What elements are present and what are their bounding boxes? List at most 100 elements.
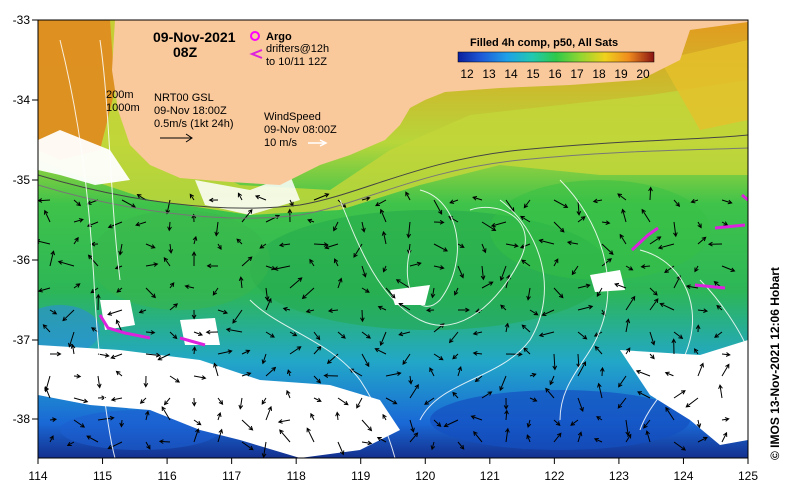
current-arrow	[241, 419, 254, 431]
current-arrow	[323, 373, 339, 379]
current-arrow	[406, 221, 412, 239]
current-arrow	[49, 351, 62, 357]
current-arrow	[356, 397, 363, 409]
current-arrow	[161, 406, 171, 421]
current-arrow	[286, 369, 292, 377]
current-arrow	[614, 282, 627, 289]
current-arrow	[43, 209, 51, 223]
current-arrow	[625, 318, 631, 333]
isobath-200: 200m	[106, 89, 134, 101]
current-arrow	[649, 331, 656, 346]
current-arrow	[191, 397, 197, 407]
current-arrow	[73, 199, 82, 207]
current-arrow	[457, 441, 465, 450]
current-arrow	[594, 345, 603, 355]
y-tick-label: -34	[13, 93, 31, 107]
current-arrow	[97, 415, 115, 421]
current-arrow	[673, 390, 686, 399]
current-arrow	[430, 441, 436, 451]
x-tick-label: 120	[415, 469, 435, 483]
current-arrow	[697, 221, 702, 229]
current-arrow	[500, 304, 507, 311]
current-arrow	[433, 265, 445, 270]
current-arrow	[433, 419, 442, 427]
current-arrow	[313, 242, 329, 247]
current-arrow	[191, 309, 197, 320]
current-arrow	[472, 330, 483, 336]
current-arrow	[49, 309, 58, 315]
current-arrow	[301, 287, 315, 300]
current-arrow	[73, 419, 86, 428]
current-arrow	[42, 324, 51, 333]
current-arrow	[665, 406, 675, 421]
current-arrow	[169, 331, 178, 340]
argo-label: Argo	[266, 31, 292, 43]
current-arrow	[625, 433, 632, 443]
current-arrow	[697, 362, 704, 377]
current-arrow	[68, 331, 75, 348]
current-arrow	[504, 322, 510, 333]
current-arrow	[66, 441, 75, 446]
current-arrow	[690, 198, 699, 204]
current-arrow	[241, 441, 254, 451]
current-arrow	[107, 309, 123, 316]
current-arrow	[526, 434, 531, 443]
credit-text: © IMOS 13-Nov-2021 12:06 Hobart	[768, 267, 782, 460]
current-arrow	[472, 351, 483, 356]
current-arrow	[277, 419, 291, 424]
current-arrow	[217, 243, 222, 251]
current-arrow	[382, 413, 387, 421]
current-arrow	[637, 391, 651, 399]
colorbar-tick-label: 17	[570, 67, 584, 81]
current-arrow	[193, 428, 200, 443]
current-arrow	[443, 419, 459, 428]
current-arrow	[577, 283, 591, 289]
current-arrow	[671, 338, 677, 355]
current-arrow	[361, 287, 370, 293]
x-tick-label: 117	[222, 469, 241, 483]
current-arrow	[265, 405, 273, 421]
current-arrow	[673, 441, 687, 451]
current-arrow	[62, 309, 75, 322]
current-arrow	[261, 353, 267, 365]
current-arrow	[402, 353, 411, 366]
current-arrow	[73, 283, 81, 289]
x-tick-label: 114	[28, 469, 47, 483]
current-arrow	[119, 419, 125, 428]
current-arrow	[625, 295, 636, 311]
current-arrow	[395, 279, 411, 289]
current-arrow	[169, 282, 175, 289]
current-arrow	[110, 353, 123, 360]
drifter-symbol	[249, 49, 263, 59]
current-arrow	[503, 397, 509, 410]
current-arrow	[313, 397, 322, 402]
current-arrow	[553, 432, 562, 443]
current-arrow	[433, 199, 443, 215]
current-arrow	[673, 221, 678, 238]
current-arrow	[593, 437, 603, 443]
current-arrow	[385, 371, 402, 377]
current-arrow	[576, 199, 582, 216]
current-arrow	[721, 221, 729, 226]
current-arrow	[212, 287, 219, 296]
current-arrow	[481, 281, 494, 289]
current-arrow	[241, 349, 251, 355]
current-arrow	[145, 262, 159, 267]
current-arrow	[596, 287, 603, 297]
current-arrow	[73, 218, 84, 223]
current-arrow	[86, 435, 99, 443]
current-arrow	[167, 221, 172, 232]
colorbar-tick-label: 19	[614, 67, 628, 81]
current-arrow	[430, 287, 436, 299]
current-arrow	[693, 348, 699, 355]
sea-level-contours	[59, 39, 748, 458]
current-arrow	[640, 264, 651, 269]
current-arrow	[553, 287, 564, 299]
current-arrow	[225, 327, 243, 333]
current-arrow	[73, 373, 82, 379]
current-arrow	[409, 419, 415, 433]
current-arrow	[621, 208, 627, 223]
current-arrow	[232, 309, 243, 324]
current-arrow	[409, 432, 419, 443]
current-arrow	[361, 265, 367, 278]
